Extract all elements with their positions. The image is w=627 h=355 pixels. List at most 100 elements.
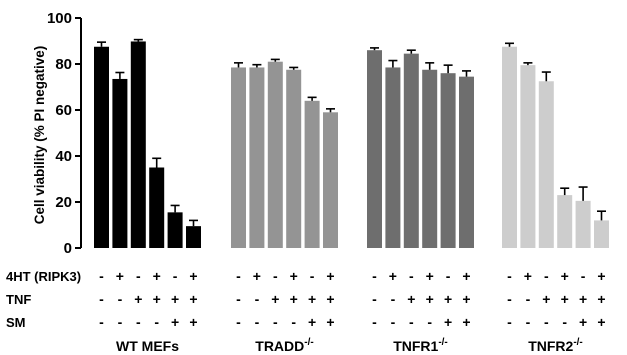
bar bbox=[440, 73, 456, 248]
condition-sign: + bbox=[116, 268, 124, 284]
condition-sign: + bbox=[444, 291, 452, 307]
condition-sign: + bbox=[542, 291, 550, 307]
condition-sign: - bbox=[391, 291, 396, 307]
condition-sign: - bbox=[562, 314, 567, 330]
bars bbox=[94, 38, 609, 249]
group-name: TNFR2 bbox=[528, 338, 573, 354]
condition-sign: + bbox=[579, 314, 587, 330]
condition-sign: + bbox=[134, 291, 142, 307]
condition-sign: + bbox=[308, 291, 316, 307]
condition-label: SM bbox=[6, 315, 26, 330]
condition-sign: - bbox=[409, 268, 414, 284]
condition-sign: - bbox=[99, 268, 104, 284]
bar bbox=[367, 50, 382, 249]
condition-sign: + bbox=[579, 291, 587, 307]
condition-sign: - bbox=[236, 291, 241, 307]
bar bbox=[94, 46, 109, 248]
condition-sign: - bbox=[118, 291, 123, 307]
condition-sign: + bbox=[290, 291, 298, 307]
y-tick-label: 40 bbox=[55, 148, 72, 165]
condition-sign: - bbox=[409, 314, 414, 330]
condition-sign: - bbox=[544, 314, 549, 330]
condition-sign: + bbox=[271, 291, 279, 307]
condition-sign: + bbox=[326, 291, 334, 307]
group-name: WT MEFs bbox=[116, 338, 179, 354]
condition-sign: - bbox=[99, 291, 104, 307]
y-axis-label: Cell viability (% PI negative) bbox=[32, 46, 47, 225]
condition-label: 4HT (RIPK3) bbox=[6, 269, 81, 284]
bar bbox=[385, 67, 401, 248]
bar bbox=[323, 112, 338, 248]
condition-sign: - bbox=[372, 268, 377, 284]
bar bbox=[422, 69, 438, 248]
y-tick-label: 100 bbox=[47, 10, 72, 27]
condition-sign: + bbox=[308, 314, 316, 330]
condition-sign: - bbox=[372, 291, 377, 307]
condition-sign: - bbox=[118, 314, 123, 330]
condition-sign: - bbox=[372, 314, 377, 330]
condition-sign: - bbox=[507, 268, 512, 284]
bar bbox=[130, 41, 146, 249]
condition-sign: + bbox=[426, 268, 434, 284]
condition-sign: + bbox=[561, 268, 569, 284]
y-tick-label: 80 bbox=[55, 56, 72, 73]
bar bbox=[459, 76, 474, 249]
condition-sign: + bbox=[153, 291, 161, 307]
condition-sign: + bbox=[462, 291, 470, 307]
condition-table: 4HT (RIPK3) - + - + - + - + - + - + - + - + - + - + - + - +TNF - -… bbox=[6, 268, 606, 330]
bar bbox=[286, 69, 302, 248]
y-tick-label: 60 bbox=[55, 102, 72, 119]
condition-sign: + bbox=[561, 291, 569, 307]
bar bbox=[502, 46, 517, 248]
condition-sign: - bbox=[255, 291, 260, 307]
bar bbox=[520, 65, 536, 249]
group-superscript: -/- bbox=[438, 337, 447, 348]
condition-label: TNF bbox=[6, 292, 31, 307]
condition-sign: - bbox=[291, 314, 296, 330]
condition-sign: - bbox=[255, 314, 260, 330]
group-label: TNFR2-/- bbox=[528, 337, 583, 354]
condition-sign: + bbox=[326, 268, 334, 284]
bar bbox=[167, 212, 183, 248]
condition-sign: + bbox=[597, 291, 605, 307]
condition-sign: + bbox=[189, 268, 197, 284]
condition-sign: - bbox=[310, 268, 315, 284]
condition-sign: - bbox=[427, 314, 432, 330]
bar bbox=[594, 220, 609, 248]
condition-sign: + bbox=[597, 314, 605, 330]
condition-sign: + bbox=[171, 291, 179, 307]
bar bbox=[304, 100, 320, 248]
condition-sign: + bbox=[326, 314, 334, 330]
condition-sign: - bbox=[136, 268, 141, 284]
bar bbox=[575, 200, 591, 248]
condition-sign: + bbox=[462, 268, 470, 284]
condition-sign: - bbox=[526, 291, 531, 307]
group-name: TRADD bbox=[255, 338, 304, 354]
condition-sign: - bbox=[391, 314, 396, 330]
condition-sign: + bbox=[597, 268, 605, 284]
bar bbox=[249, 67, 265, 248]
group-labels: WT MEFs TRADD-/- TNFR1-/- TNFR2-/- bbox=[116, 337, 583, 354]
condition-sign: - bbox=[236, 268, 241, 284]
y-tick-label: 0 bbox=[64, 240, 72, 257]
condition-sign: - bbox=[526, 314, 531, 330]
group-label: TRADD-/- bbox=[255, 337, 313, 354]
group-label: TNFR1-/- bbox=[393, 337, 448, 354]
group-superscript: -/- bbox=[304, 337, 313, 348]
condition-sign: - bbox=[99, 314, 104, 330]
y-axis: 0 20 40 60 80 100 bbox=[47, 10, 82, 257]
condition-sign: - bbox=[544, 268, 549, 284]
bar bbox=[149, 167, 165, 248]
condition-sign: + bbox=[290, 268, 298, 284]
bar bbox=[557, 195, 573, 248]
bar bbox=[267, 61, 283, 249]
condition-sign: - bbox=[273, 314, 278, 330]
bar bbox=[538, 81, 554, 248]
bar bbox=[186, 226, 201, 248]
condition-sign: - bbox=[446, 268, 451, 284]
bar bbox=[112, 78, 128, 248]
y-tick-label: 20 bbox=[55, 194, 72, 211]
condition-sign: + bbox=[426, 291, 434, 307]
condition-sign: - bbox=[273, 268, 278, 284]
